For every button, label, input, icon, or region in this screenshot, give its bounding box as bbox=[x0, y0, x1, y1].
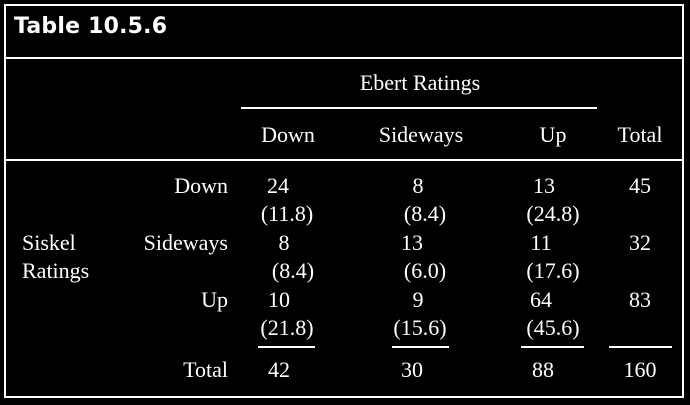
cell-observed: 8 bbox=[412, 173, 424, 198]
cell-expected: (8.4) bbox=[403, 201, 447, 226]
column-header-sideways: Sideways bbox=[378, 122, 464, 147]
column-header-down: Down bbox=[261, 122, 315, 147]
grand-total: 160 bbox=[623, 357, 657, 382]
cell-expected: (17.6) bbox=[526, 258, 580, 283]
title-divider bbox=[6, 57, 684, 59]
header-divider bbox=[6, 159, 684, 161]
cell-expected: (8.4) bbox=[271, 258, 315, 283]
cell-observed: 8 bbox=[278, 230, 290, 255]
row-label-sideways: Sideways bbox=[143, 230, 228, 255]
cell-expected: (6.0) bbox=[403, 258, 447, 283]
column-total: 30 bbox=[401, 357, 423, 382]
cell-expected: (11.8) bbox=[260, 201, 314, 226]
row-label-up: Up bbox=[201, 287, 228, 312]
table-frame bbox=[4, 4, 684, 398]
column-header-total: Total bbox=[617, 122, 663, 147]
row-total: 83 bbox=[629, 287, 651, 312]
totals-row-label: Total bbox=[183, 357, 228, 382]
column-total: 42 bbox=[268, 357, 290, 382]
row-label-down: Down bbox=[174, 173, 228, 198]
row-group-label-line2: Ratings bbox=[22, 258, 90, 283]
sum-line bbox=[521, 346, 584, 348]
cell-observed: 64 bbox=[530, 287, 552, 312]
column-total: 88 bbox=[532, 357, 554, 382]
column-group-label: Ebert Ratings bbox=[359, 70, 481, 95]
column-header-up: Up bbox=[539, 122, 567, 147]
row-total: 45 bbox=[629, 173, 651, 198]
column-group-underline bbox=[241, 107, 597, 109]
sum-line bbox=[258, 346, 315, 348]
table-title: Table 10.5.6 bbox=[14, 14, 168, 39]
cell-expected: (24.8) bbox=[526, 201, 580, 226]
cell-observed: 10 bbox=[268, 287, 290, 312]
cell-expected: (45.6) bbox=[526, 315, 580, 340]
sum-line bbox=[609, 346, 672, 348]
cell-expected: (21.8) bbox=[260, 315, 314, 340]
sum-line bbox=[392, 346, 449, 348]
cell-observed: 13 bbox=[401, 230, 423, 255]
row-total: 32 bbox=[629, 230, 651, 255]
cell-expected: (15.6) bbox=[393, 315, 447, 340]
cell-observed: 13 bbox=[533, 173, 555, 198]
row-group-label-line1: Siskel bbox=[22, 230, 76, 255]
cell-observed: 9 bbox=[412, 287, 424, 312]
cell-observed: 11 bbox=[530, 230, 552, 255]
cell-observed: 24 bbox=[267, 173, 289, 198]
